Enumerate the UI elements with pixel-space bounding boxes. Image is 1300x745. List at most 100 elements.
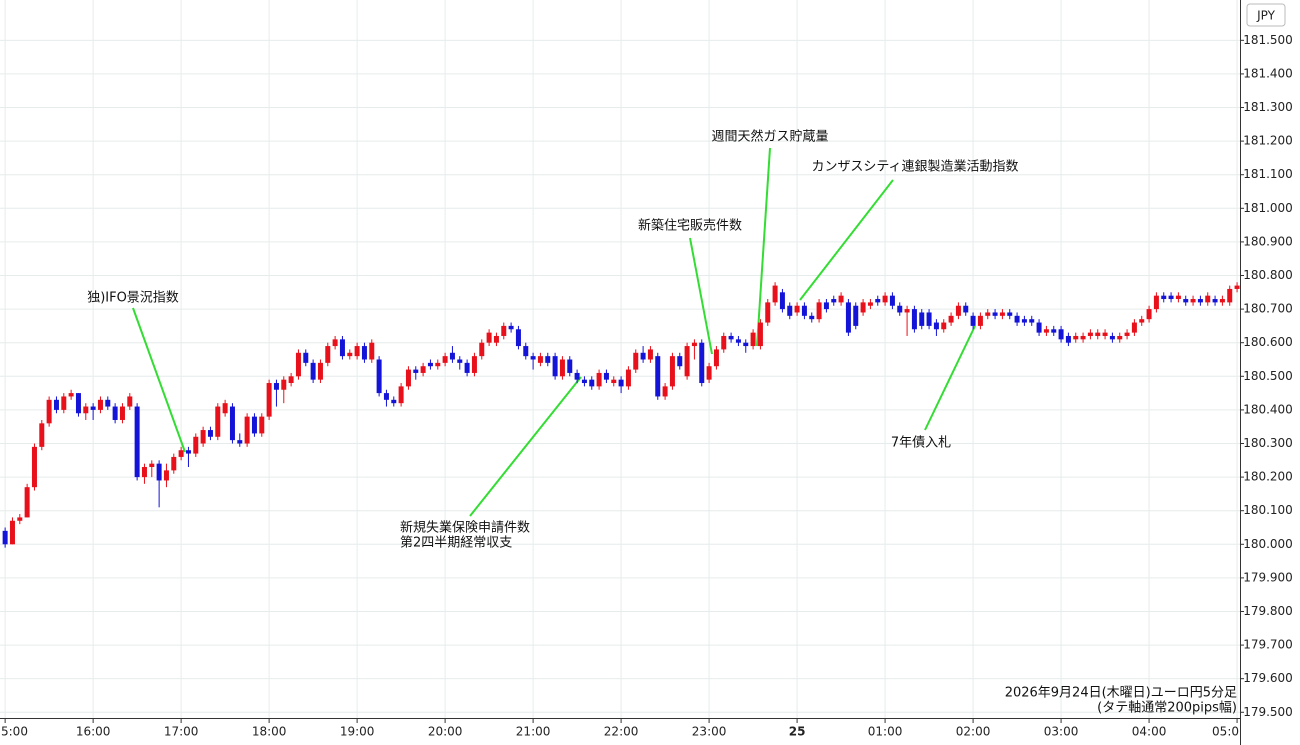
candle-body <box>970 315 976 326</box>
candle-body <box>1175 295 1181 300</box>
candle-body <box>1058 329 1064 340</box>
candle-body <box>603 372 609 380</box>
candle-body <box>1197 299 1203 303</box>
leader-line <box>924 325 976 431</box>
y-tick-label: 181.000 <box>1243 201 1293 215</box>
candle-body <box>266 383 272 417</box>
candle-body <box>1051 329 1057 333</box>
candle-body <box>508 325 514 330</box>
candle-body <box>611 379 617 384</box>
x-tick-label: 16:00 <box>76 725 111 739</box>
x-tick-label: 04:00 <box>1132 725 1167 739</box>
y-tick-label: 180.300 <box>1243 436 1293 450</box>
candle-body <box>596 372 602 387</box>
candle-body <box>647 349 653 360</box>
x-tick-label: 01:00 <box>868 725 903 739</box>
candle-body <box>559 359 565 377</box>
candle-body <box>882 295 888 303</box>
candle-body <box>295 352 301 377</box>
candle-body <box>904 309 910 313</box>
candle-body <box>537 356 543 363</box>
candle-body <box>90 406 96 410</box>
leader-line <box>756 147 771 347</box>
caption: (タテ軸通常200pips幅) <box>1097 701 1237 716</box>
candle-body <box>273 383 279 390</box>
candle-body <box>1146 309 1152 320</box>
candle-body <box>222 403 228 414</box>
candle-body <box>618 379 624 387</box>
leader-line <box>689 237 713 355</box>
candle-body <box>207 430 213 437</box>
candle-body <box>655 356 661 397</box>
candle-body <box>992 312 998 316</box>
candle-body <box>369 342 375 360</box>
candle-body <box>530 356 536 360</box>
candle-body <box>1043 329 1049 333</box>
candle-body <box>383 393 389 400</box>
candle-body <box>757 322 763 347</box>
candle-body <box>1109 335 1115 340</box>
candle-body <box>215 406 221 437</box>
leader-lines <box>132 147 976 517</box>
candle-body <box>552 356 558 377</box>
candle-body <box>1234 285 1240 289</box>
candle-body <box>640 352 646 360</box>
annotation: 7年債入札 <box>891 436 951 451</box>
candle-body <box>1124 332 1130 336</box>
candle-body <box>816 302 822 320</box>
candle-body <box>2 530 8 545</box>
candle-body <box>178 450 184 457</box>
y-tick-label: 181.200 <box>1243 134 1293 148</box>
candle-body <box>251 416 257 434</box>
candle-body <box>119 406 125 420</box>
candle-body <box>831 299 837 303</box>
currency-box <box>1246 3 1286 27</box>
candle-body <box>61 396 67 410</box>
grid <box>0 0 1240 719</box>
candle-body <box>999 312 1005 316</box>
y-tick-label: 179.700 <box>1243 638 1293 652</box>
candle-body <box>897 305 903 313</box>
x-tick-label: 17:00 <box>164 725 199 739</box>
candle-body <box>567 359 573 373</box>
candle-body <box>471 356 477 373</box>
candle-body <box>669 356 675 387</box>
x-tick-label: 05:0 <box>1212 725 1239 739</box>
y-tick-label: 179.800 <box>1243 604 1293 618</box>
y-tick-label: 180.600 <box>1243 335 1293 349</box>
candle-body <box>860 302 866 313</box>
candle-body <box>17 517 23 521</box>
candle-body <box>339 339 345 357</box>
candle-body <box>237 440 243 444</box>
candle-body <box>1102 332 1108 336</box>
candle-body <box>948 315 954 323</box>
candle-body <box>486 332 492 343</box>
candle-body <box>97 399 103 410</box>
candle-body <box>889 295 895 306</box>
candle-body <box>457 359 463 363</box>
candle-body <box>1117 335 1123 340</box>
candle-body <box>200 430 206 444</box>
candle-body <box>134 406 140 478</box>
candle-body <box>875 299 881 303</box>
candle-body <box>1021 319 1027 323</box>
candle-body <box>361 346 367 360</box>
y-tick-label: 180.800 <box>1243 268 1293 282</box>
candle-body <box>853 305 859 326</box>
annotation: 新規失業保険申請件数 <box>400 520 530 536</box>
candle-body <box>1212 299 1218 303</box>
leader-line <box>799 179 894 301</box>
y-tick-label: 181.400 <box>1243 66 1293 80</box>
candle-body <box>310 362 316 380</box>
candle-body <box>772 285 778 303</box>
candle-body <box>303 352 309 363</box>
candle-body <box>545 356 551 363</box>
candle-body <box>823 302 829 310</box>
candle-body <box>963 305 969 313</box>
candle-body <box>156 463 162 481</box>
caption: 2026年9月24日(木曜日)ユーロ円5分足 <box>1005 686 1237 701</box>
candle-body <box>193 436 199 454</box>
labels: 179.500 179.600 179.700 179.800 179.900 180.0… <box>1 33 1293 739</box>
